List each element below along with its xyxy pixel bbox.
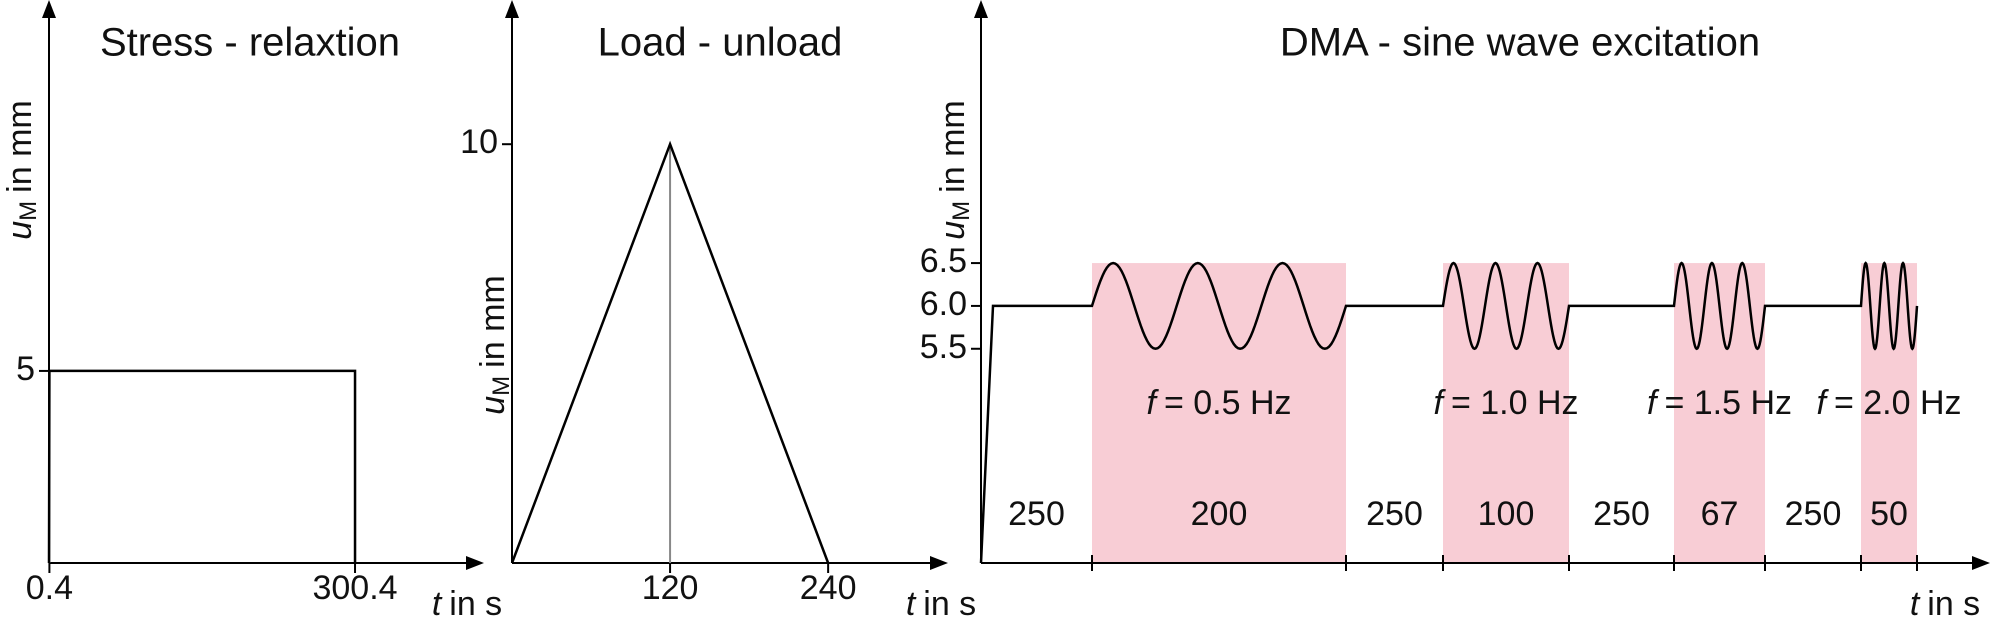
data-line <box>47 369 357 564</box>
frequency-symbol: f <box>1647 384 1660 422</box>
y-axis-label: uMin mm <box>934 100 975 239</box>
frequency-symbol: f <box>1816 384 1829 422</box>
frequency-label: f = 2.0 Hz <box>1816 384 1961 422</box>
highlight-band <box>1092 263 1346 563</box>
x-tick-label: 0.4 <box>26 569 73 607</box>
x-axis-arrow <box>1972 556 1990 570</box>
frequency-value: = 1.0 Hz <box>1451 384 1579 422</box>
x-axis-arrow <box>930 556 948 570</box>
y-label-subscript: M <box>488 376 515 396</box>
y-label-unit: in mm <box>474 275 512 368</box>
x-axis-label: t in s <box>432 585 502 623</box>
x-label-symbol: t <box>432 585 443 623</box>
duration-label: 200 <box>1191 495 1248 533</box>
y-tick-label: 5 <box>16 350 35 388</box>
y-axis-label: uMin mm <box>474 275 515 414</box>
duration-label: 250 <box>1593 495 1650 533</box>
x-axis-label: t in s <box>1910 585 1980 623</box>
y-axis-label: uMin mm <box>1 100 42 239</box>
x-label-symbol: t <box>906 585 917 623</box>
y-label-subscript: M <box>15 201 42 221</box>
y-label-symbol: u <box>1 221 39 240</box>
chart-title: DMA - sine wave excitation <box>1280 21 1760 65</box>
x-label-unit: in s <box>1927 585 1980 623</box>
y-label-subscript: M <box>948 201 975 221</box>
y-tick-label: 10 <box>460 123 498 161</box>
data-line <box>510 140 830 564</box>
x-axis-label: t in s <box>906 585 976 623</box>
duration-label: 250 <box>1008 495 1065 533</box>
duration-label: 100 <box>1478 495 1535 533</box>
frequency-value: = 0.5 Hz <box>1164 384 1292 422</box>
frequency-value: = 2.0 Hz <box>1834 384 1962 422</box>
frequency-label: f = 1.0 Hz <box>1433 384 1578 422</box>
y-axis-arrow <box>42 0 56 18</box>
x-axis-arrow <box>466 556 484 570</box>
y-tick-label: 5.5 <box>920 328 967 366</box>
x-label-unit: in s <box>449 585 502 623</box>
y-axis-arrow <box>974 0 988 18</box>
frequency-value: = 1.5 Hz <box>1664 384 1792 422</box>
excitation-signal <box>979 261 1919 564</box>
duration-label: 67 <box>1701 495 1739 533</box>
x-tick-label: 300.4 <box>312 569 397 607</box>
duration-label: 250 <box>1366 495 1423 533</box>
duration-label: 250 <box>1785 495 1842 533</box>
chart-title: Load - unload <box>598 21 843 65</box>
x-label-symbol: t <box>1910 585 1921 623</box>
y-label-symbol: u <box>474 396 512 415</box>
y-tick-label: 6.0 <box>920 285 967 323</box>
frequency-label: f = 1.5 Hz <box>1647 384 1792 422</box>
frequency-label: f = 0.5 Hz <box>1146 384 1291 422</box>
x-tick-label: 240 <box>800 569 857 607</box>
x-label-unit: in s <box>923 585 976 623</box>
chart-title: Stress - relaxtion <box>100 21 400 65</box>
y-label-unit: in mm <box>934 100 972 193</box>
y-axis-arrow <box>505 0 519 18</box>
y-tick-label: 6.5 <box>920 242 967 280</box>
duration-label: 50 <box>1870 495 1908 533</box>
y-label-unit: in mm <box>1 100 39 193</box>
y-label-symbol: u <box>934 221 972 240</box>
x-tick-label: 120 <box>642 569 699 607</box>
